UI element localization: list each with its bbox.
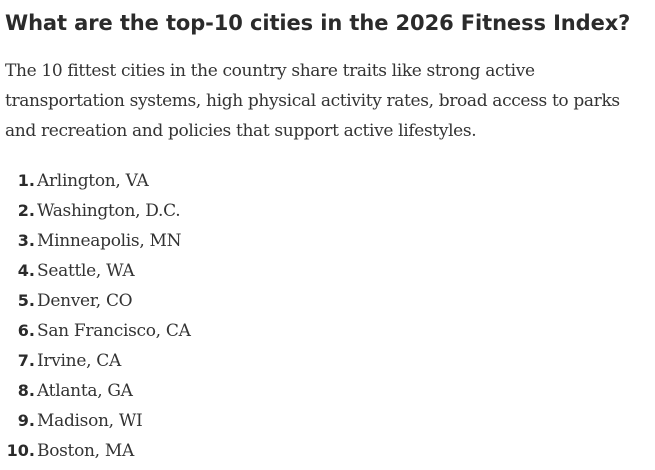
rank-number: 2.	[17, 201, 35, 220]
city-name: Minneapolis, MN	[37, 231, 182, 251]
rank-number: 3.	[17, 231, 35, 250]
list-item: 3. Minneapolis, MN	[5, 226, 653, 256]
city-name: Irvine, CA	[37, 351, 121, 371]
list-item: 8. Atlanta, GA	[5, 376, 653, 406]
city-name: San Francisco, CA	[37, 321, 191, 341]
city-name: Seattle, WA	[37, 261, 135, 281]
city-name: Washington, D.C.	[37, 201, 181, 221]
rank-number: 10.	[6, 441, 35, 460]
city-name: Boston, MA	[37, 441, 134, 461]
rank-number: 7.	[17, 351, 35, 370]
city-ranking-list: 1. Arlington, VA 2. Washington, D.C. 3. …	[5, 166, 653, 466]
city-name: Arlington, VA	[37, 171, 149, 191]
rank-number: 8.	[17, 381, 35, 400]
list-item: 10. Boston, MA	[5, 436, 653, 466]
list-item: 9. Madison, WI	[5, 406, 653, 436]
list-item: 7. Irvine, CA	[5, 346, 653, 376]
article-heading: What are the top-10 cities in the 2026 F…	[5, 11, 631, 35]
rank-number: 1.	[17, 171, 35, 190]
city-name: Madison, WI	[37, 411, 143, 431]
city-name: Denver, CO	[37, 291, 133, 311]
rank-number: 4.	[17, 261, 35, 280]
article-body: What are the top-10 cities in the 2026 F…	[5, 0, 653, 466]
list-item: 5. Denver, CO	[5, 286, 653, 316]
list-item: 6. San Francisco, CA	[5, 316, 653, 346]
rank-number: 5.	[17, 291, 35, 310]
city-name: Atlanta, GA	[37, 381, 133, 401]
intro-paragraph: The 10 fittest cities in the country sha…	[5, 61, 620, 141]
rank-number: 6.	[17, 321, 35, 340]
list-item: 2. Washington, D.C.	[5, 196, 653, 226]
list-item: 1. Arlington, VA	[5, 166, 653, 196]
rank-number: 9.	[17, 411, 35, 430]
list-item: 4. Seattle, WA	[5, 256, 653, 286]
